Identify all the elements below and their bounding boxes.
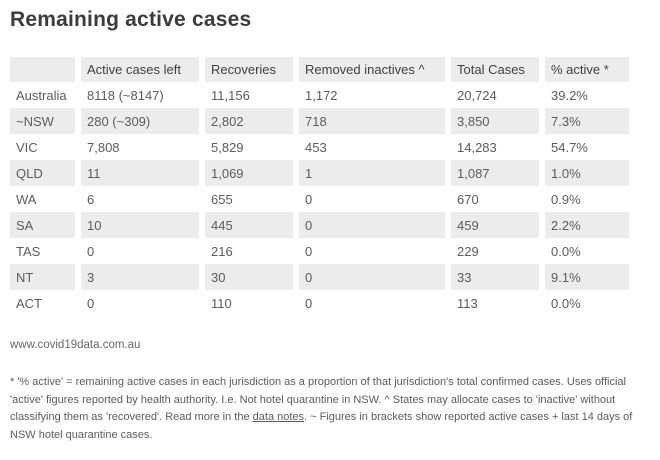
table-cell: 0.0%	[551, 243, 581, 259]
footnote-text-after: . ~ Figures in brackets show reported ac…	[10, 411, 633, 441]
table-cell: 0	[299, 264, 445, 290]
table-cell: 1,069	[205, 160, 293, 186]
table-cell: 0	[305, 243, 313, 259]
table-row-wa: WA 6 655 0 670 0.9%	[10, 186, 629, 212]
table-cell: 33	[451, 264, 539, 290]
table-cell: 0.0%	[551, 295, 581, 311]
table-cell: 655	[211, 191, 233, 207]
column-header-recoveries: Recoveries	[205, 57, 293, 82]
table-cell: 229	[457, 243, 479, 259]
table-row-tas: TAS 0 216 0 229 0.0%	[10, 238, 629, 264]
row-label: NT	[10, 264, 75, 290]
table-cell: 0	[305, 191, 313, 207]
active-cases-table: Active cases left Recoveries Removed ina…	[4, 57, 635, 316]
row-label: SA	[10, 212, 75, 238]
table-cell: 216	[211, 243, 233, 259]
table-cell: 459	[451, 212, 539, 238]
table-cell: 11,156	[211, 87, 250, 103]
page-title: Remaining active cases	[10, 8, 252, 31]
table-cell: 39.2%	[551, 87, 588, 103]
table-cell: 1,087	[451, 160, 539, 186]
data-notes-link[interactable]: data notes	[252, 411, 305, 423]
table-cell: 0	[305, 295, 313, 311]
column-header-active-cases-left: Active cases left	[81, 57, 199, 82]
table-row-sa: SA 10 445 0 459 2.2%	[10, 212, 629, 238]
table-cell: 9.1%	[545, 264, 629, 290]
table-cell: 0.9%	[551, 191, 581, 207]
table-row-qld: QLD 11 1,069 1 1,087 1.0%	[10, 160, 629, 186]
table-cell: 3	[81, 264, 199, 290]
table-cell: 0	[87, 243, 95, 259]
table-row-vic: VIC 7,808 5,829 453 14,283 54.7%	[10, 134, 629, 160]
table-cell: 10	[81, 212, 199, 238]
table-cell: 7,808	[87, 139, 120, 155]
table-cell: 54.7%	[551, 139, 588, 155]
table-cell: 30	[205, 264, 293, 290]
table-cell: 8118 (~8147)	[87, 87, 164, 103]
table-cell: 5,829	[211, 139, 244, 155]
row-label: ~NSW	[10, 108, 75, 134]
row-label: Australia	[16, 87, 67, 103]
table-cell: 20,724	[457, 87, 497, 103]
table-cell: 6	[87, 191, 95, 207]
table-cell: 453	[305, 139, 327, 155]
row-label: ACT	[16, 295, 42, 311]
table-cell: 445	[205, 212, 293, 238]
table-cell: 1.0%	[545, 160, 629, 186]
table-header-row: Active cases left Recoveries Removed ina…	[10, 57, 629, 82]
table-cell: 11	[81, 160, 199, 186]
table-cell: 113	[457, 295, 478, 311]
table-cell: 2.2%	[545, 212, 629, 238]
row-label: QLD	[10, 160, 75, 186]
table-row-nsw: ~NSW 280 (~309) 2,802 718 3,850 7.3%	[10, 108, 629, 134]
row-label: TAS	[16, 243, 41, 259]
footnote-text-before: * '% active' = remaining active cases in…	[10, 376, 626, 423]
row-label: VIC	[16, 139, 38, 155]
column-header-removed-inactives: Removed inactives ^	[299, 57, 445, 82]
table-cell: 0	[87, 295, 95, 311]
column-header-corner	[10, 57, 75, 82]
table-cell: 670	[457, 191, 479, 207]
table-cell: 7.3%	[545, 108, 629, 134]
table-cell: 0	[299, 212, 445, 238]
column-header-total-cases: Total Cases	[451, 57, 539, 82]
table-cell: 3,850	[451, 108, 539, 134]
table-cell: 280 (~309)	[81, 108, 199, 134]
table-cell: 1	[299, 160, 445, 186]
table-row-australia: Australia 8118 (~8147) 11,156 1,172 20,7…	[10, 82, 629, 108]
table-cell: 1,172	[305, 87, 338, 103]
column-header-percent-active: % active *	[545, 57, 629, 82]
table-cell: 718	[299, 108, 445, 134]
footnote: * '% active' = remaining active cases in…	[10, 374, 640, 444]
table-row-nt: NT 3 30 0 33 9.1%	[10, 264, 629, 290]
row-label: WA	[16, 191, 37, 207]
table-cell: 110	[211, 295, 232, 311]
table-cell: 14,283	[457, 139, 497, 155]
table-cell: 2,802	[205, 108, 293, 134]
table-row-act: ACT 0 110 0 113 0.0%	[10, 290, 629, 316]
source-url: www.covid19data.com.au	[10, 339, 141, 351]
